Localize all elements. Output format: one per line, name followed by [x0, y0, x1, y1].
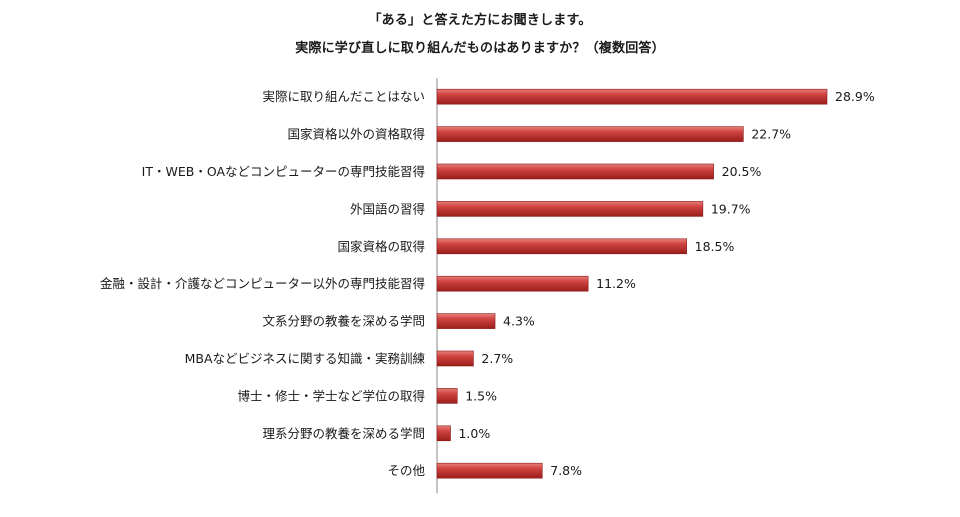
value-label: 4.3% — [503, 314, 535, 329]
bar — [436, 238, 687, 255]
category-label: 外国語の習得 — [350, 201, 425, 216]
bar — [436, 275, 589, 292]
bar — [436, 126, 744, 142]
value-label: 20.5% — [722, 164, 762, 179]
category-label: 国家資格以外の資格取得 — [287, 127, 425, 142]
value-label: 11.2% — [596, 276, 636, 291]
category-label: IT・WEB・OAなどコンピューターの専門技能習得 — [142, 164, 425, 179]
chart-title-line-1: 「ある」と答えた方にお聞きします。 — [368, 13, 592, 28]
value-label: 7.8% — [550, 463, 582, 478]
bar — [436, 88, 828, 105]
category-label: MBAなどビジネスに関する知識・実務訓練 — [185, 351, 426, 366]
category-label: 国家資格の取得 — [337, 239, 425, 254]
value-label: 1.5% — [465, 388, 497, 403]
value-label: 28.9% — [835, 89, 875, 104]
chart-title-line-2: 実際に学び直しに取り組んだものはありますか？（複数回答） — [295, 41, 665, 56]
bar — [436, 425, 451, 442]
bar — [436, 350, 474, 367]
value-label: 19.7% — [711, 201, 751, 216]
bar — [436, 462, 543, 479]
category-label: 金融・設計・介護などコンピューター以外の専門技能習得 — [100, 276, 425, 291]
category-label: 博士・修士・学士など学位の取得 — [237, 388, 425, 403]
category-label: その他 — [387, 463, 425, 478]
bar — [436, 313, 496, 329]
bar — [436, 163, 714, 180]
category-label: 文系分野の教養を深める学問 — [262, 314, 425, 329]
value-label: 2.7% — [481, 351, 513, 366]
category-label: 理系分野の教養を深める学問 — [262, 426, 425, 441]
category-label: 実際に取り組んだことはない — [262, 89, 425, 104]
bar — [436, 388, 458, 404]
value-label: 18.5% — [695, 239, 735, 254]
bar — [436, 201, 704, 217]
value-label: 22.7% — [751, 127, 791, 142]
value-label: 1.0% — [458, 426, 490, 441]
